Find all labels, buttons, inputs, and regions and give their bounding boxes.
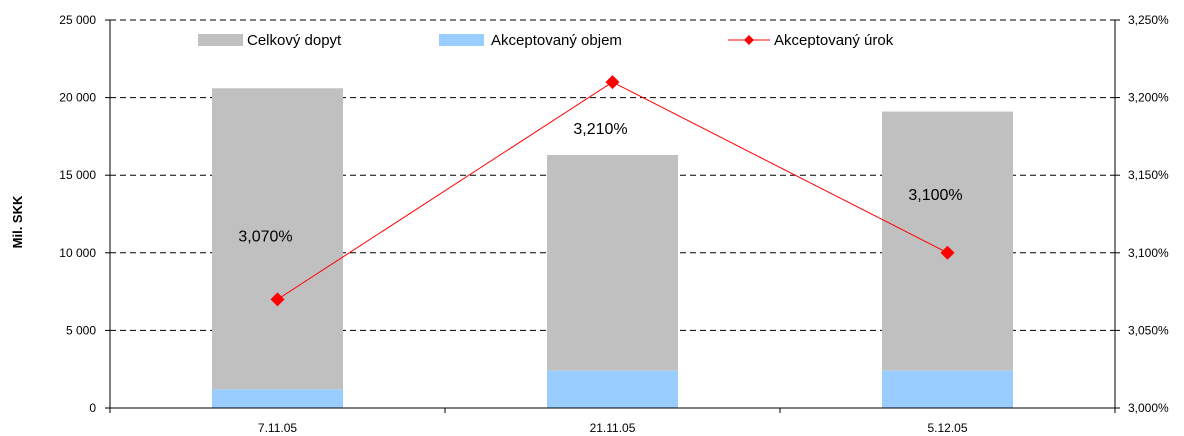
bar-total	[547, 155, 678, 371]
bar-accepted	[547, 370, 678, 408]
y2-tick-label: 3,050%	[1128, 323, 1169, 337]
x-tick-label: 21.11.05	[590, 421, 636, 435]
y-axis-label: Mil. SKK	[10, 195, 25, 248]
bars	[212, 88, 1013, 408]
bar-total	[212, 88, 343, 390]
legend-label: Akceptovaný objem	[491, 32, 622, 49]
axes	[105, 19, 1120, 413]
bar-accepted	[882, 370, 1013, 408]
legend-label: Celkový dopyt	[247, 32, 342, 49]
data-label: 3,100%	[908, 187, 962, 204]
y-tick-label: 0	[89, 401, 96, 415]
x-tick-label: 7.11.05	[258, 421, 297, 435]
legend-swatch	[198, 34, 243, 46]
y-tick-label: 10 000	[59, 246, 96, 260]
data-labels: 3,070% 3,210% 3,100%	[238, 121, 962, 245]
y2-tick-label: 3,000%	[1128, 401, 1169, 415]
y-tick-label: 5 000	[66, 323, 96, 337]
y-tick-label: 15 000	[59, 168, 96, 182]
x-tick-label: 5.12.05	[927, 421, 967, 435]
y-tick-label: 20 000	[59, 91, 96, 105]
tick-labels: 0 5 000 10 000 15 000 20 000 25 000 3,000% 3,05…	[59, 13, 1169, 435]
legend-label: Akceptovaný úrok	[774, 32, 894, 49]
rate-marker	[605, 75, 620, 90]
legend: Celkový dopyt Akceptovaný objem Akceptovan…	[198, 32, 894, 49]
y2-tick-label: 3,150%	[1128, 168, 1169, 182]
y2-tick-label: 3,250%	[1128, 13, 1169, 27]
rate-marker	[940, 245, 955, 260]
data-label: 3,210%	[573, 121, 627, 138]
bar-accepted	[212, 389, 343, 408]
legend-swatch	[439, 34, 484, 46]
rate-marker	[270, 292, 285, 307]
data-label: 3,070%	[238, 228, 292, 245]
y-tick-label: 25 000	[59, 13, 96, 27]
rate-line	[270, 75, 955, 307]
bar-total	[882, 111, 1013, 371]
y2-tick-label: 3,100%	[1128, 246, 1169, 260]
y2-tick-label: 3,200%	[1128, 91, 1169, 105]
legend-marker	[744, 35, 754, 45]
